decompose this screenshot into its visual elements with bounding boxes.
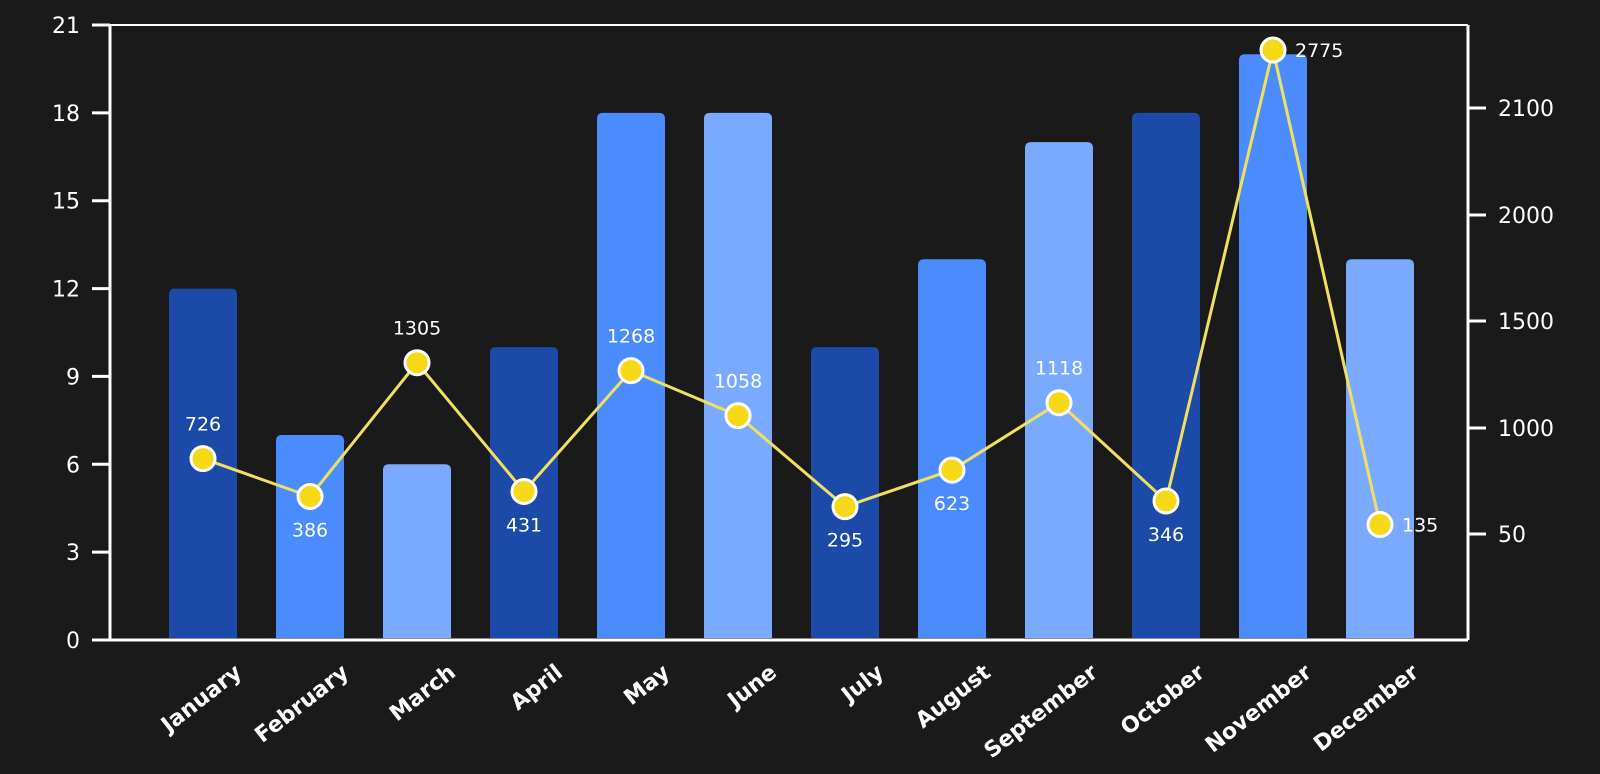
data-label: 135 [1402,515,1438,537]
line-point-june [724,402,752,430]
line-point-march [403,349,431,377]
data-label: 295 [827,530,863,552]
data-label: 431 [506,514,542,536]
line-point-september [1045,389,1073,417]
data-label: 623 [934,493,970,515]
bar-october [1132,112,1200,639]
line-point-december [1366,511,1394,539]
right-tick-label: 50 [1498,523,1526,548]
data-label: 1118 [1035,358,1083,380]
line-point-july [831,493,859,521]
bar-series [169,54,1414,639]
right-tick-label: 1500 [1498,310,1554,335]
data-label: 386 [292,520,328,542]
data-label: 1268 [607,326,655,348]
left-tick-label: 21 [52,14,80,39]
line-path [202,48,1382,525]
line-series: 726 386 1305 431 1268 1058 295 623 1118 346 2775 13… [185,36,1438,552]
line-point-february [296,483,324,511]
left-tick-label: 9 [66,365,80,390]
data-label: 726 [185,414,221,436]
bar-june [704,112,772,639]
data-label: 1305 [393,318,441,340]
left-tick-label: 15 [52,190,80,215]
left-tick-label: 18 [52,102,80,127]
left-tick-label: 6 [66,453,80,478]
bar-march [383,464,451,638]
bar-december [1346,259,1414,638]
line-point-january [189,445,217,473]
line-point-october [1152,487,1180,515]
left-tick-label: 0 [66,629,80,654]
bar-november [1239,54,1307,639]
data-label: 2775 [1295,40,1343,62]
bar-july [811,347,879,638]
line-point-april [510,477,538,505]
left-tick-label: 12 [52,278,80,303]
left-axis-ticks: 0 3 6 9 12 15 18 21 [52,14,110,654]
data-label: 1058 [714,371,762,393]
line-point-november [1259,36,1287,64]
right-tick-label: 1000 [1498,417,1554,442]
right-axis-ticks: 50 1000 1500 2000 2100 [1468,97,1554,548]
data-label: 346 [1148,524,1184,546]
line-point-august [938,456,966,484]
right-tick-label: 2000 [1498,204,1554,229]
bar-august [918,259,986,638]
line-point-may [617,357,645,385]
bar-february [276,435,344,638]
right-tick-label: 2100 [1498,97,1554,122]
left-tick-label: 3 [66,541,80,566]
